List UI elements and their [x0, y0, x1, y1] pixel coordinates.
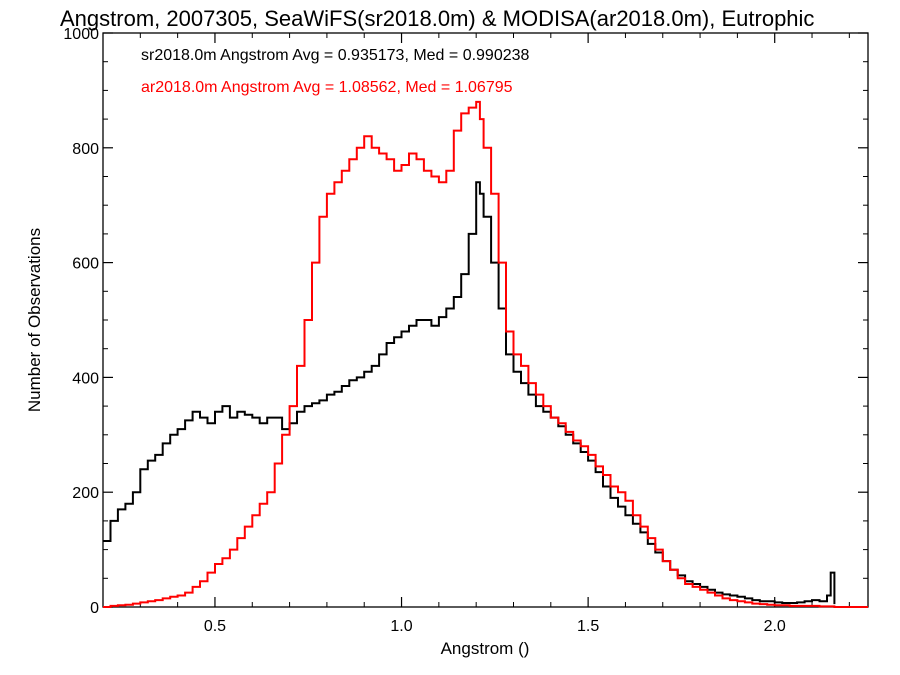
x-tick-label: 1.0 [390, 618, 412, 635]
y-tick-label: 800 [72, 141, 99, 158]
axis-tick-labels: 0.5 1.0 1.5 2.0 0 200 400 600 800 1000 [63, 26, 786, 635]
y-tick-label: 1000 [63, 26, 99, 43]
series-layer [103, 100, 868, 608]
plot-frame [102, 32, 869, 608]
y-tick-label: 600 [72, 256, 99, 273]
x-axis-title: Angstrom () [441, 639, 530, 658]
y-tick-label: 0 [90, 600, 99, 617]
series-sr2018-line [103, 181, 836, 605]
axis-ticks [102, 32, 868, 608]
x-tick-label: 2.0 [764, 618, 786, 635]
y-tick-label: 400 [72, 370, 99, 387]
x-tick-label: 1.5 [577, 618, 599, 635]
x-tick-label: 0.5 [204, 618, 226, 635]
chart-title: Angstrom, 2007305, SeaWiFS(sr2018.0m) & … [60, 6, 814, 31]
legend-entry-sr2018: sr2018.0m Angstrom Avg = 0.935173, Med =… [141, 47, 530, 64]
y-axis-title: Number of Observations [25, 228, 44, 412]
legend-entry-ar2018: ar2018.0m Angstrom Avg = 1.08562, Med = … [141, 79, 513, 96]
series-ar2018-line [103, 100, 868, 608]
y-tick-label: 200 [72, 485, 99, 502]
